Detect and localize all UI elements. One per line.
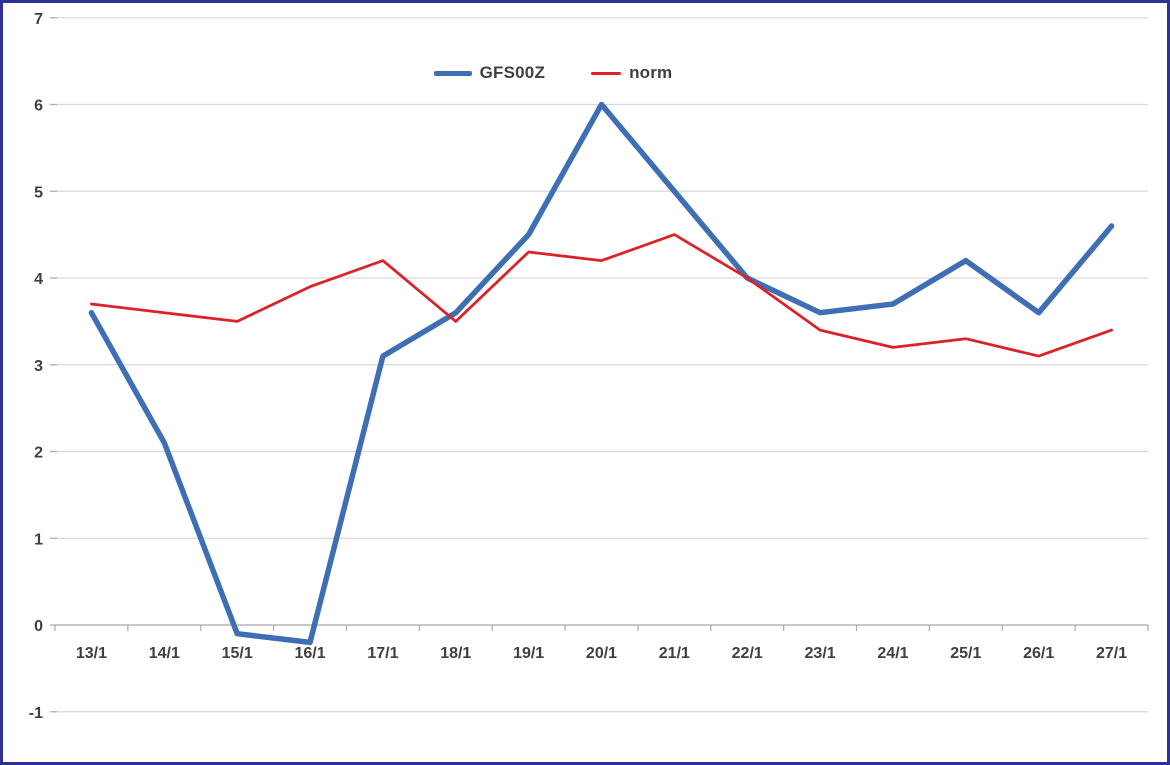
- y-tick-label: 0: [34, 618, 43, 635]
- y-tick-label: 2: [34, 445, 43, 462]
- x-tick-label: 27/1: [1096, 645, 1127, 662]
- x-tick-label: 14/1: [149, 645, 180, 662]
- legend-label-norm: norm: [629, 63, 673, 82]
- series-line-gfs00z[interactable]: [88, 101, 1115, 646]
- x-tick-label: 16/1: [294, 645, 325, 662]
- x-tick-label: 13/1: [76, 645, 107, 662]
- y-tick-label: -1: [29, 705, 43, 722]
- x-tick-label: 24/1: [877, 645, 908, 662]
- legend-item-norm[interactable]: norm: [591, 63, 672, 83]
- x-tick-label: 20/1: [586, 645, 617, 662]
- legend-label-gfs00z: GFS00Z: [479, 63, 546, 82]
- y-tick-label: 6: [34, 98, 43, 115]
- y-tick-label: 4: [34, 271, 43, 288]
- x-tick-label: 19/1: [513, 645, 544, 662]
- x-tick-label: 23/1: [805, 645, 836, 662]
- y-tick-label: 7: [34, 11, 43, 28]
- chart-legend: GFS00Z norm: [3, 63, 1167, 83]
- x-tick-label: 25/1: [950, 645, 981, 662]
- series-line-norm[interactable]: [90, 233, 1113, 358]
- x-tick-label: 22/1: [732, 645, 763, 662]
- x-tick-label: 26/1: [1023, 645, 1054, 662]
- y-tick-label: 1: [34, 531, 43, 548]
- x-tick-label: 21/1: [659, 645, 690, 662]
- legend-line-sample-gfs00z: [433, 70, 472, 76]
- legend-item-gfs00z[interactable]: GFS00Z: [433, 63, 546, 83]
- line-chart-plot: 7 6 5 4 3 2 1 0 -1 13/1 14/1 15/1 16/1 17/1 18/1 19/1 20…: [29, 11, 1149, 722]
- y-tick-label: 5: [34, 184, 43, 201]
- x-tick-label: 17/1: [367, 645, 398, 662]
- legend-line-sample-norm: [591, 71, 622, 75]
- x-tick-label: 15/1: [222, 645, 253, 662]
- y-tick-label: 3: [34, 358, 43, 375]
- x-tick-label: 18/1: [440, 645, 471, 662]
